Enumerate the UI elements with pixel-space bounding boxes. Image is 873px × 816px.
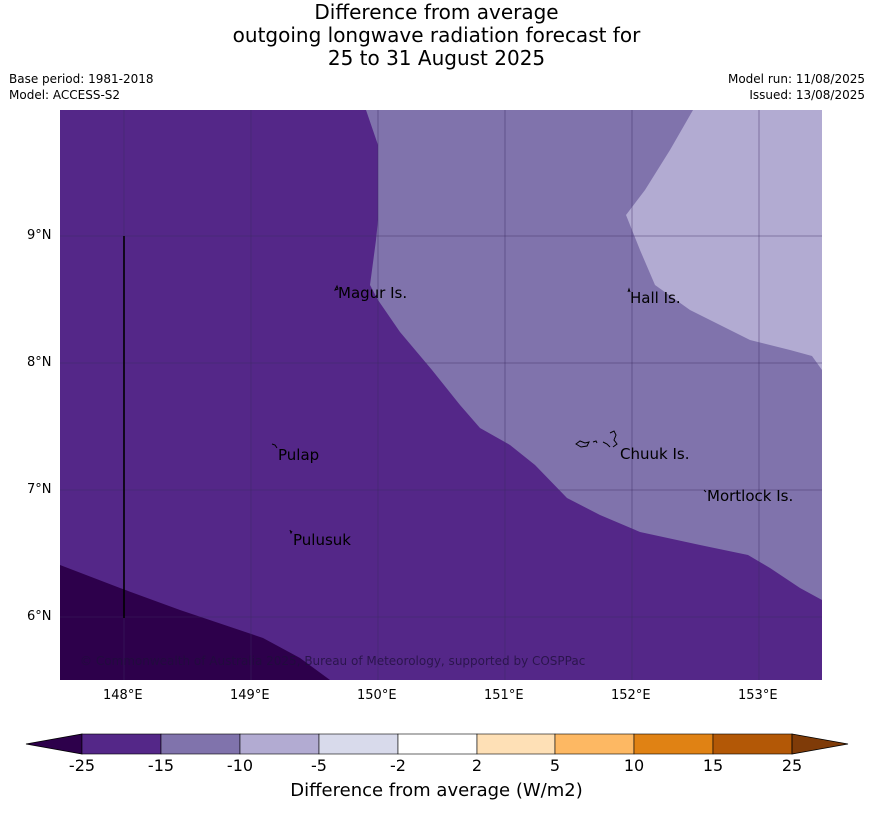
colorbar — [25, 733, 849, 755]
model-run: Model run: 11/08/2025 — [727, 72, 865, 86]
issued-date: Issued: 13/08/2025 — [749, 88, 865, 102]
lat-label-7: 7°N — [27, 482, 52, 497]
cb-tick-10: 25 — [781, 756, 803, 775]
island-chuuk-4 — [609, 430, 618, 448]
title-line-1: Difference from average — [314, 0, 559, 24]
lat-label-9: 9°N — [27, 228, 52, 243]
region-minus10-minus5 — [626, 110, 822, 370]
colorbar-extend-max — [791, 733, 849, 755]
colorbar-bin-4 — [318, 733, 399, 755]
title-line-2: outgoing longwave radiation forecast for — [232, 23, 641, 47]
meta-left: Base period: 1981-2018 Model: ACCESS-S2 — [9, 71, 154, 103]
lon-label-150: 150°E — [357, 688, 397, 703]
lon-gridlines — [123, 110, 760, 680]
lon-label-153: 153°E — [738, 688, 778, 703]
colorbar-title: Difference from average (W/m2) — [290, 780, 583, 801]
colorbar-bin-3 — [239, 733, 320, 755]
cb-tick-5: -2 — [390, 756, 406, 775]
base-period: Base period: 1981-2018 — [9, 72, 154, 86]
cb-tick-3: -10 — [226, 756, 254, 775]
region-below-minus25 — [60, 565, 330, 680]
cb-tick-2: -15 — [147, 756, 175, 775]
place-label-chuuk: Chuuk Is. — [620, 445, 690, 463]
cb-tick-8: 10 — [623, 756, 645, 775]
colorbar-bin-2 — [160, 733, 241, 755]
lon-label-149: 149°E — [230, 688, 270, 703]
island-pulap — [271, 443, 278, 449]
place-label-pulusuk: Pulusuk — [293, 531, 351, 549]
colorbar-bin-8 — [633, 733, 714, 755]
model-name: Model: ACCESS-S2 — [9, 88, 121, 102]
cb-tick-1: -25 — [68, 756, 96, 775]
colorbar-bin-1 — [81, 733, 162, 755]
colorbar-bin-6 — [476, 733, 556, 755]
island-mortlock — [703, 489, 707, 493]
island-chuuk-3 — [602, 441, 611, 448]
place-label-magur: Magur Is. — [338, 284, 408, 302]
island-chuuk-1 — [575, 440, 590, 448]
cb-tick-4: -5 — [311, 756, 327, 775]
place-label-pulap: Pulap — [278, 446, 320, 464]
colorbar-extend-min — [25, 733, 83, 755]
place-label-mortlock: Mortlock Is. — [707, 487, 794, 505]
island-markers — [271, 284, 707, 535]
lon-label-152: 152°E — [611, 688, 651, 703]
colorbar-bin-7 — [554, 733, 635, 755]
meta-right: Model run: 11/08/2025 Issued: 13/08/2025 — [728, 71, 865, 103]
lat-label-8: 8°N — [27, 355, 52, 370]
lat-label-6: 6°N — [27, 609, 52, 624]
island-hall — [627, 287, 631, 293]
island-chuuk-2 — [592, 440, 598, 444]
cb-tick-9: 15 — [702, 756, 724, 775]
cb-tick-6: 2 — [471, 756, 483, 775]
lon-label-148: 148°E — [103, 688, 143, 703]
island-pulusuk — [289, 529, 293, 535]
colorbar-bin-5 — [397, 733, 478, 755]
lat-gridlines — [60, 235, 822, 618]
copyright-text: © Commonwealth of Australia 2025, Bureau… — [80, 654, 586, 668]
title-line-3: 25 to 31 August 2025 — [327, 46, 546, 70]
colorbar-bin-9 — [712, 733, 793, 755]
cb-tick-7: 5 — [549, 756, 561, 775]
lon-label-151: 151°E — [484, 688, 524, 703]
island-magur — [334, 284, 339, 291]
place-label-hall: Hall Is. — [630, 289, 681, 307]
figure-title: Difference from average outgoing longwav… — [0, 1, 873, 70]
